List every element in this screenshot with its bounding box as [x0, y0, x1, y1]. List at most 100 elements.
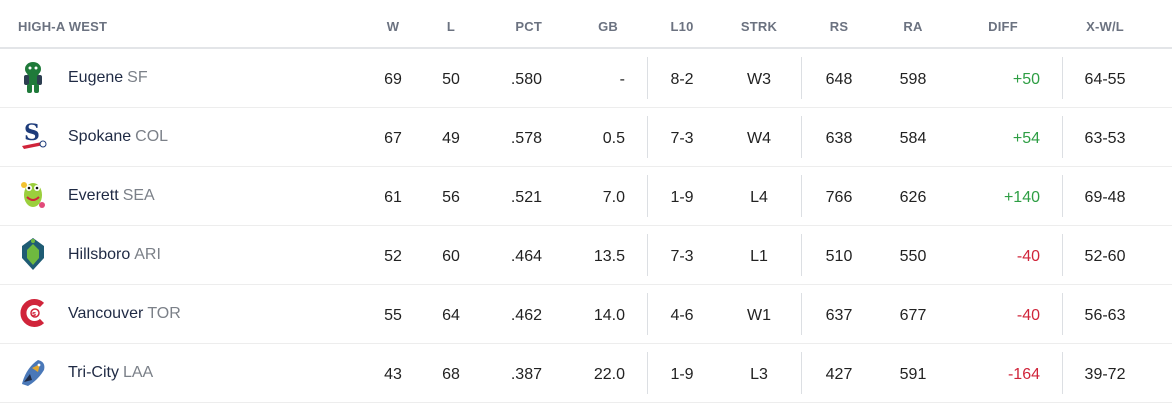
stat-runs-allowed: 550	[899, 248, 927, 265]
stat-wins: 52	[384, 248, 402, 265]
stat-expected-wl: 69-48	[1084, 189, 1126, 206]
stat-expected-wl: 39-72	[1084, 366, 1126, 383]
stat-pct: .462	[510, 307, 542, 324]
stat-streak: W3	[747, 71, 771, 88]
stat-streak: L3	[750, 366, 768, 383]
table-header: HIGH-A WEST W L PCT GB L10 STRK RS RA DI…	[0, 0, 1172, 49]
stat-expected-wl: 63-53	[1084, 130, 1126, 147]
stat-last-10: 7-3	[670, 130, 694, 147]
stat-runs-allowed: 598	[899, 71, 927, 88]
stat-wins: 61	[384, 189, 402, 206]
team-name-link[interactable]: Spokane COL	[68, 128, 168, 146]
stat-runs-scored: 766	[825, 189, 853, 206]
team-name-link[interactable]: Hillsboro ARI	[68, 246, 161, 264]
stat-run-differential: -40	[1016, 248, 1040, 265]
stat-runs-allowed: 626	[899, 189, 927, 206]
column-divider	[801, 116, 802, 158]
stat-runs-scored: 427	[825, 366, 853, 383]
stat-last-10: 8-2	[670, 71, 694, 88]
stat-wins: 55	[384, 307, 402, 324]
column-divider	[647, 293, 648, 335]
column-divider	[647, 175, 648, 217]
team-logo-icon[interactable]	[18, 354, 48, 390]
stat-last-10: 1-9	[670, 189, 694, 206]
team-name-link[interactable]: Tri-City LAA	[68, 364, 153, 382]
team-logo-icon[interactable]	[18, 236, 48, 272]
stat-runs-allowed: 584	[899, 130, 927, 147]
stat-pct: .578	[510, 130, 542, 147]
stat-last-10: 1-9	[670, 366, 694, 383]
stat-losses: 60	[442, 248, 460, 265]
col-header-diff[interactable]: DIFF	[988, 19, 1018, 34]
table-row[interactable]: Eugene SF 69 50 .580 - 8-2 W3 648 598 +50 64-55	[0, 49, 1172, 108]
stat-pct: .464	[510, 248, 542, 265]
column-divider	[647, 57, 648, 99]
col-header-ra[interactable]: RA	[903, 19, 923, 34]
stat-run-differential: +54	[1012, 130, 1040, 147]
team-org: COL	[135, 128, 169, 145]
team-city: Everett	[68, 187, 119, 204]
col-header-pct[interactable]: PCT	[515, 19, 542, 34]
team-logo-icon[interactable]	[18, 177, 48, 213]
col-header-xwl[interactable]: X-W/L	[1086, 19, 1124, 34]
table-row[interactable]: Everett SEA 61 56 .521 7.0 1-9 L4 766 626 +140 69-4…	[0, 167, 1172, 226]
stat-runs-scored: 637	[825, 307, 853, 324]
stat-runs-scored: 638	[825, 130, 853, 147]
table-body: Eugene SF 69 50 .580 - 8-2 W3 648 598 +50 64-55 S Sp…	[0, 49, 1172, 403]
col-header-rs[interactable]: RS	[829, 19, 849, 34]
stat-gb: 14.0	[593, 307, 625, 324]
col-header-gb[interactable]: GB	[598, 19, 618, 34]
stat-gb: -	[619, 71, 625, 88]
stat-last-10: 4-6	[670, 307, 694, 324]
col-header-l[interactable]: L	[446, 19, 456, 34]
svg-text:S: S	[24, 120, 40, 146]
col-header-l10[interactable]: L10	[670, 19, 694, 34]
stat-expected-wl: 52-60	[1084, 248, 1126, 265]
team-logo-icon[interactable]: s	[18, 295, 48, 331]
stat-wins: 69	[384, 71, 402, 88]
team-logo-icon[interactable]	[18, 59, 48, 95]
stat-wins: 67	[384, 130, 402, 147]
table-row[interactable]: S Spokane COL 67 49 .578 0.5 7-3 W4 638 584 +54 63-5…	[0, 108, 1172, 167]
table-row[interactable]: Hillsboro ARI 52 60 .464 13.5 7-3 L1 510 550 -40 52…	[0, 226, 1172, 285]
column-divider	[801, 234, 802, 276]
team-name-link[interactable]: Everett SEA	[68, 187, 155, 205]
team-city: Hillsboro	[68, 246, 131, 263]
team-org: TOR	[147, 305, 181, 322]
team-city: Vancouver	[68, 305, 144, 322]
column-divider	[647, 116, 648, 158]
col-header-strk[interactable]: STRK	[740, 19, 778, 34]
stat-run-differential: +50	[1012, 71, 1040, 88]
svg-text:s: s	[32, 310, 36, 318]
stat-gb: 22.0	[593, 366, 625, 383]
stat-gb: 0.5	[602, 130, 625, 147]
col-header-w[interactable]: W	[386, 19, 400, 34]
team-org: SEA	[122, 187, 155, 204]
stat-run-differential: -40	[1016, 307, 1040, 324]
stat-expected-wl: 56-63	[1084, 307, 1126, 324]
team-org: SF	[127, 69, 148, 86]
stat-run-differential: -164	[1007, 366, 1040, 383]
column-divider	[1062, 293, 1063, 335]
team-name-link[interactable]: Vancouver TOR	[68, 305, 181, 323]
stat-runs-allowed: 591	[899, 366, 927, 383]
stat-losses: 68	[442, 366, 460, 383]
column-divider	[1062, 234, 1063, 276]
stat-run-differential: +140	[1003, 189, 1040, 206]
stat-wins: 43	[384, 366, 402, 383]
division-title: HIGH-A WEST	[18, 19, 108, 34]
column-divider	[1062, 175, 1063, 217]
table-row[interactable]: Tri-City LAA 43 68 .387 22.0 1-9 L3 427 591 -164 39…	[0, 344, 1172, 403]
stat-pct: .521	[510, 189, 542, 206]
stat-losses: 56	[442, 189, 460, 206]
stat-losses: 50	[442, 71, 460, 88]
table-row[interactable]: s Vancouver TOR 55 64 .462 14.0 4-6 W1 637 677 -40 5…	[0, 285, 1172, 344]
team-logo-icon[interactable]: S	[18, 118, 48, 154]
team-name-link[interactable]: Eugene SF	[68, 69, 148, 87]
column-divider	[801, 175, 802, 217]
column-divider	[1062, 57, 1063, 99]
column-divider	[801, 293, 802, 335]
stat-losses: 64	[442, 307, 460, 324]
team-city: Eugene	[68, 69, 124, 86]
team-city: Spokane	[68, 128, 132, 145]
